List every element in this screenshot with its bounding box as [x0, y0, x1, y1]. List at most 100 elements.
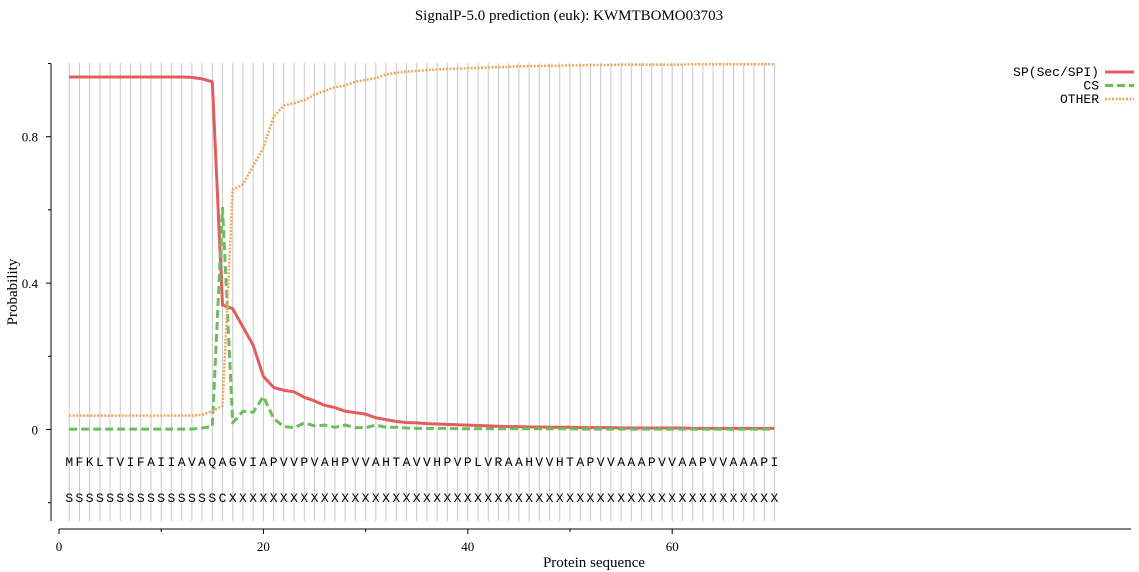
annotation-letter: S [76, 491, 84, 506]
sequence-letter: I [168, 455, 176, 470]
annotation-letter: X [587, 491, 595, 506]
annotation-letter: C [219, 491, 227, 506]
sequence-letter: V [454, 455, 462, 470]
sequence-letter: A [147, 455, 155, 470]
sequence-letter: R [495, 455, 503, 470]
annotation-letter: X [740, 491, 748, 506]
sequence-letter: V [423, 455, 431, 470]
sequence-letter: P [760, 455, 768, 470]
sequence-letter: I [127, 455, 135, 470]
sequence-letter: V [239, 455, 247, 470]
annotation-letter: X [433, 491, 441, 506]
annotation-letter: S [116, 491, 124, 506]
annotation-letter: X [290, 491, 298, 506]
sequence-letter: V [413, 455, 421, 470]
residue-grid [68, 63, 775, 521]
sequence-letter: M [65, 455, 73, 470]
sequence-letter: I [157, 455, 165, 470]
annotation-letter: X [392, 491, 400, 506]
x-tick-label: 20 [257, 539, 270, 554]
sequence-letter: A [617, 455, 625, 470]
annotation-letter: X [249, 491, 257, 506]
sequence-letter: F [137, 455, 145, 470]
annotation-letter: X [229, 491, 237, 506]
sequence-letter: P [270, 455, 278, 470]
annotation-letter: X [443, 491, 451, 506]
sequence-letter: V [535, 455, 543, 470]
annotation-letter: X [730, 491, 738, 506]
annotation-letter: S [127, 491, 135, 506]
sequence-letter: V [668, 455, 676, 470]
sequence-letter: A [198, 455, 206, 470]
y-tick-label: 0.4 [22, 276, 39, 291]
annotation-letter: X [351, 491, 359, 506]
annotation-letter: X [709, 491, 717, 506]
x-tick-label: 40 [461, 539, 474, 554]
annotation-letter: X [239, 491, 247, 506]
annotation-letter: X [597, 491, 605, 506]
annotation-letter: S [86, 491, 94, 506]
sequence-letter: H [331, 455, 339, 470]
sequence-letter: H [433, 455, 441, 470]
sequence-letter: P [699, 455, 707, 470]
sequence-letter: P [341, 455, 349, 470]
annotation-letter: X [658, 491, 666, 506]
sequence-letter: P [443, 455, 451, 470]
annotation-letter: X [321, 491, 329, 506]
annotation-letter: X [280, 491, 288, 506]
sequence-letter: V [546, 455, 554, 470]
sequence-letter: L [474, 455, 482, 470]
annotation-letter: X [423, 491, 431, 506]
annotation-letter: S [178, 491, 186, 506]
sequence-letter: L [96, 455, 104, 470]
annotation-letter: X [750, 491, 758, 506]
sequence-letter: H [556, 455, 564, 470]
legend-label: CS [1083, 79, 1099, 94]
annotation-letter: X [607, 491, 615, 506]
annotation-letter: X [525, 491, 533, 506]
annotation-letter: X [474, 491, 482, 506]
annotation-letter: X [699, 491, 707, 506]
annotation-letter: X [515, 491, 523, 506]
annotation-letter: X [495, 491, 503, 506]
annotation-letter: X [454, 491, 462, 506]
sequence-letter: A [219, 455, 227, 470]
sequence-letter: A [638, 455, 646, 470]
axes: 0 0.4 0.8 0 20 40 60 [22, 63, 1131, 554]
annotation-letter: X [648, 491, 656, 506]
sequence-letter: P [300, 455, 308, 470]
sequence-letter: T [106, 455, 114, 470]
annotation-letter: S [65, 491, 73, 506]
annotation-letter: X [566, 491, 574, 506]
sequence-letter: H [525, 455, 533, 470]
annotation-letter: X [689, 491, 697, 506]
sequence-letter: P [464, 455, 472, 470]
sequence-letter: V [280, 455, 288, 470]
annotation-letter: X [617, 491, 625, 506]
sequence-letter: V [658, 455, 666, 470]
annotation-letter: X [679, 491, 687, 506]
annotation-letter: S [96, 491, 104, 506]
sequence-letter: V [290, 455, 298, 470]
sequence-letter: A [259, 455, 267, 470]
sequence-letter: A [403, 455, 411, 470]
sequence-letter: A [515, 455, 523, 470]
legend-label: OTHER [1060, 92, 1099, 107]
x-tick-label: 60 [666, 539, 679, 554]
sequence-letter: A [321, 455, 329, 470]
sequence-letter: K [86, 455, 94, 470]
annotation-letter: S [208, 491, 216, 506]
annotation-letter: S [157, 491, 165, 506]
sequence-letter: P [587, 455, 595, 470]
sequence-letter: V [607, 455, 615, 470]
annotation-letter: X [556, 491, 564, 506]
y-tick-label: 0.8 [22, 130, 38, 145]
sequence-letter: A [679, 455, 687, 470]
sequence-letter: A [740, 455, 748, 470]
y-axis-label: Probability [5, 258, 21, 325]
annotation-letter: X [638, 491, 646, 506]
sequence-letter: G [229, 455, 237, 470]
